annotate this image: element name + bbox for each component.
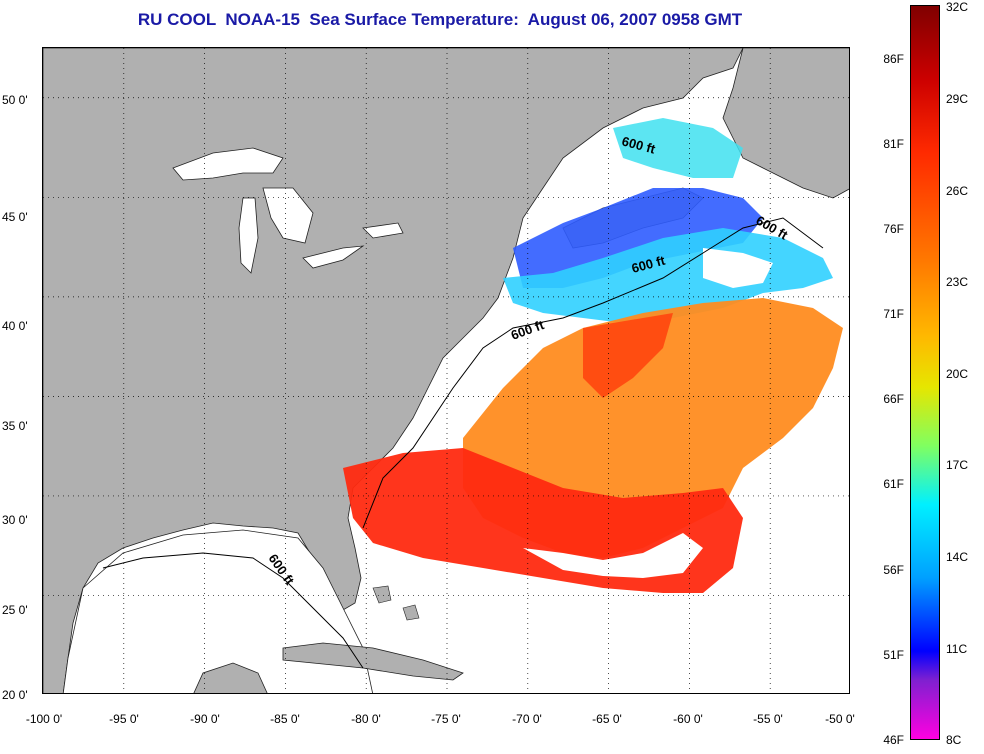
lat-label-45: 45 0' — [2, 210, 28, 224]
colorbar-c-26: 26C — [946, 184, 969, 198]
colorbar-c-8: 8C — [946, 733, 962, 747]
sst-cool-north — [613, 118, 743, 178]
sst-map-canvas: 600 ft 600 ft 600 ft 600 ft 600 ft — [43, 48, 849, 693]
colorbar-c-29: 29C — [946, 92, 969, 106]
yucatan-land — [193, 662, 268, 693]
lat-label-30: 30 0' — [2, 513, 28, 527]
lat-label-40: 40 0' — [2, 319, 28, 333]
colorbar-c-20: 20C — [946, 367, 969, 381]
lake-michigan — [238, 197, 259, 274]
lon-label-75: -75 0' — [431, 712, 461, 726]
sst-map: 600 ft 600 ft 600 ft 600 ft 600 ft — [42, 47, 850, 694]
cloud-gap — [703, 248, 773, 288]
colorbar-f-71: 71F — [883, 307, 904, 321]
cloud-gap — [523, 533, 703, 578]
colorbar-f-46: 46F — [883, 733, 904, 747]
cuba-land — [282, 642, 464, 681]
lake-superior — [172, 147, 284, 181]
north-america-land — [43, 48, 744, 693]
lon-label-60: -60 0' — [673, 712, 703, 726]
lat-label-35: 35 0' — [2, 419, 28, 433]
colorbar-f-51: 51F — [883, 648, 904, 662]
bahamas-land — [402, 604, 420, 621]
colorbar-f-76: 76F — [883, 222, 904, 236]
colorbar-c-11: 11C — [946, 642, 968, 656]
isobath-600ft-atlantic — [362, 217, 824, 529]
newfoundland-land — [722, 48, 849, 199]
colorbar-c-17: 17C — [946, 458, 969, 472]
colorbar-f-66: 66F — [883, 392, 904, 406]
lon-label-55: -55 0' — [753, 712, 783, 726]
lake-ontario — [362, 222, 404, 239]
lat-label-50: 50 0' — [2, 93, 28, 107]
lake-erie — [302, 245, 365, 269]
colorbar-f-86: 86F — [883, 52, 904, 66]
sst-warm-core — [583, 313, 673, 398]
lon-label-95: -95 0' — [109, 712, 139, 726]
isobath-600ft-gulf — [102, 552, 364, 669]
sst-cool-band — [503, 228, 833, 323]
lon-label-70: -70 0' — [512, 712, 542, 726]
lat-label-20: 20 0' — [2, 688, 28, 702]
sst-cold-band — [513, 188, 763, 288]
colorbar-f-61: 61F — [883, 477, 904, 491]
colorbar-f-81: 81F — [883, 137, 904, 151]
bahamas-land — [372, 585, 392, 604]
temperature-colorbar — [910, 5, 940, 740]
lon-label-80: -80 0' — [351, 712, 381, 726]
lon-label-100: -100 0' — [25, 712, 63, 726]
colorbar-f-56: 56F — [883, 563, 904, 577]
colorbar-c-32: 32C — [946, 0, 969, 14]
lat-label-25: 25 0' — [2, 603, 28, 617]
lake-huron — [262, 187, 314, 244]
colorbar-c-23: 23C — [946, 275, 969, 289]
colorbar-c-14: 14C — [946, 550, 969, 564]
map-title: RU COOL NOAA-15 Sea Surface Temperature:… — [137, 10, 743, 29]
lon-label-65: -65 0' — [592, 712, 622, 726]
lon-label-50: -50 0' — [825, 712, 855, 726]
lon-label-85: -85 0' — [270, 712, 300, 726]
lon-label-90: -90 0' — [190, 712, 220, 726]
